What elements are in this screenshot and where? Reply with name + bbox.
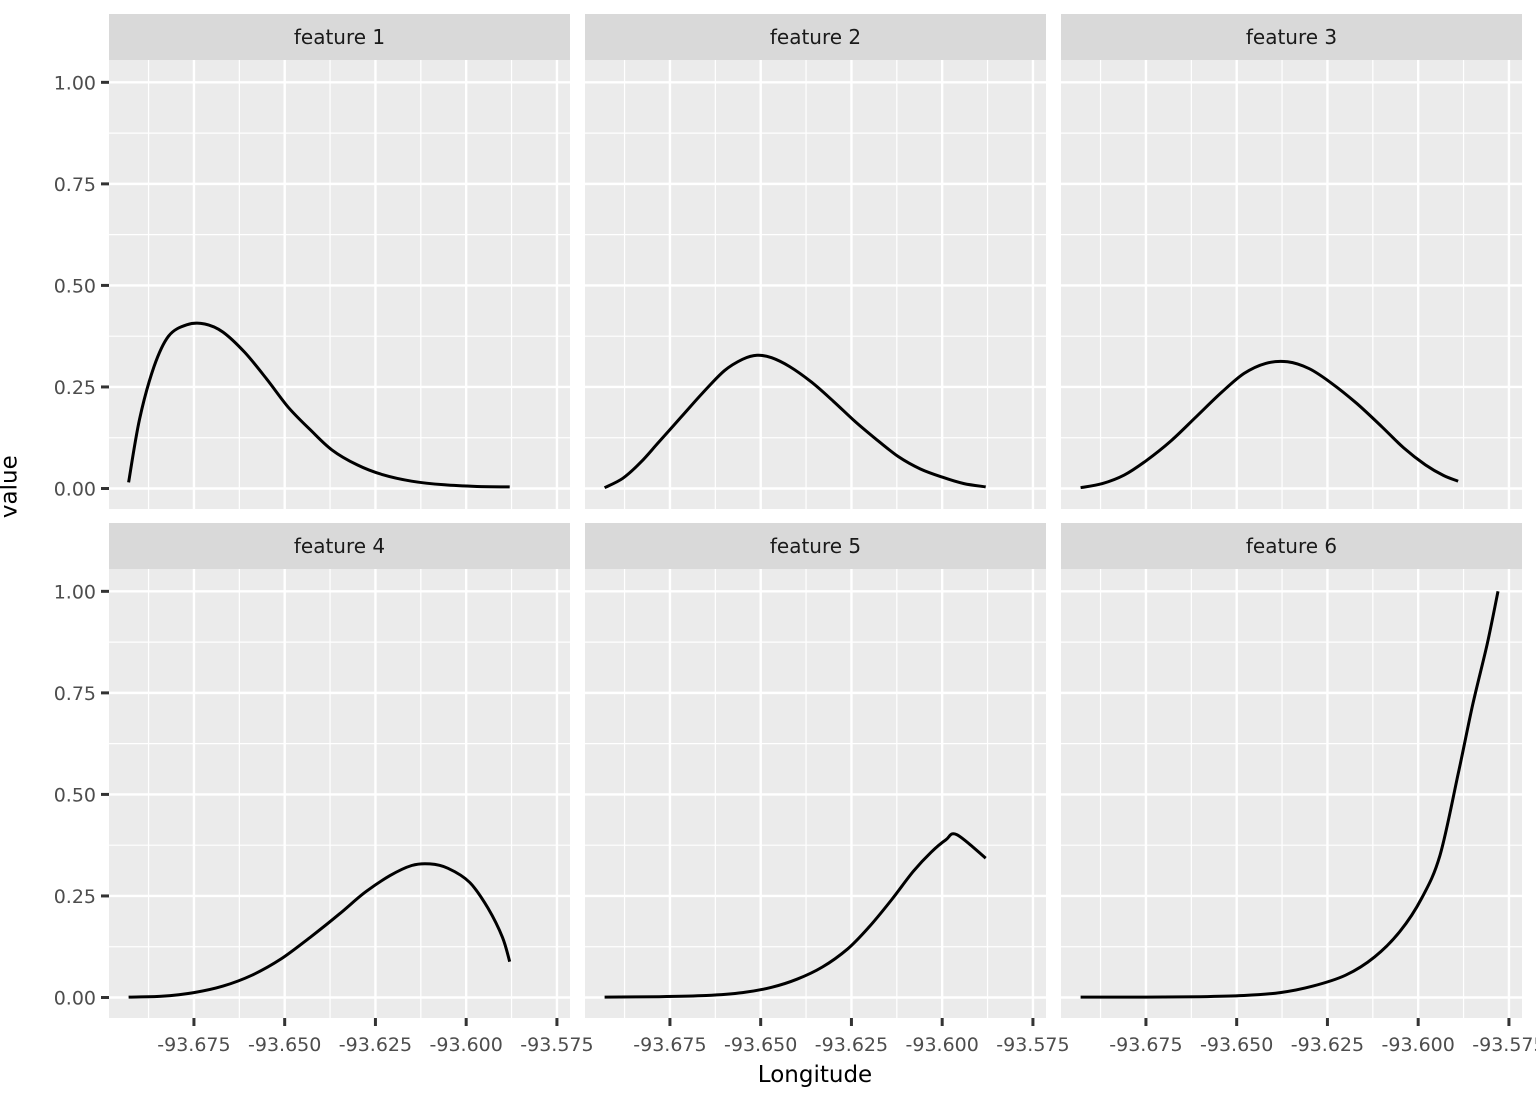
x-tick-label: -93.675 [157, 1034, 230, 1056]
facet-strip [109, 14, 570, 60]
facet-strip [1061, 523, 1522, 569]
x-tick-label: -93.600 [430, 1034, 503, 1056]
x-tick-label: -93.650 [1200, 1034, 1273, 1056]
x-tick-label: -93.650 [724, 1034, 797, 1056]
x-tick-label: -93.625 [1291, 1034, 1364, 1056]
x-tick-label: -93.675 [633, 1034, 706, 1056]
y-tick-label: 0.75 [54, 683, 96, 705]
facet-strip-label: feature 3 [1246, 25, 1337, 49]
density-curve [603, 353, 986, 490]
facet-strip [1061, 14, 1522, 60]
y-axis-title: value [0, 455, 23, 519]
y-axis-title-text: value [0, 455, 23, 519]
facet-strip-label: feature 5 [770, 534, 861, 558]
x-axis-title: Longitude [0, 1064, 1536, 1087]
x-axis-title-text: Longitude [757, 1062, 873, 1088]
facet-strip-label: feature 6 [1246, 534, 1337, 558]
density-curve [604, 832, 987, 999]
x-tick-label: -93.625 [815, 1034, 888, 1056]
density-curve [127, 321, 510, 489]
y-tick-label: 0.75 [54, 174, 96, 196]
x-tick-label: -93.600 [1382, 1034, 1455, 1056]
x-tick-label: -93.650 [248, 1034, 321, 1056]
x-tick-label: -93.575 [520, 1034, 593, 1056]
x-tick-label: -93.675 [1109, 1034, 1182, 1056]
facet-strip [585, 523, 1046, 569]
y-tick-label: 1.00 [54, 72, 96, 94]
y-tick-label: 0.50 [54, 784, 96, 806]
density-curve [1080, 590, 1500, 999]
facet-strip [585, 14, 1046, 60]
facet-strip-label: feature 2 [770, 25, 861, 49]
y-tick-label: 1.00 [54, 581, 96, 603]
facet-strip-label: feature 4 [294, 534, 385, 558]
x-tick-label: -93.625 [339, 1034, 412, 1056]
density-curve [1080, 359, 1459, 490]
facet-strip-label: feature 1 [294, 25, 385, 49]
x-tick-label: -93.575 [996, 1034, 1069, 1056]
density-curve [128, 862, 512, 999]
y-tick-label: 0.00 [54, 987, 96, 1009]
y-tick-label: 0.00 [54, 478, 96, 500]
x-tick-label: -93.575 [1472, 1034, 1536, 1056]
y-tick-label: 0.50 [54, 275, 96, 297]
y-tick-label: 0.25 [54, 377, 96, 399]
facet-strip [109, 523, 570, 569]
x-tick-label: -93.600 [906, 1034, 979, 1056]
y-tick-label: 0.25 [54, 886, 96, 908]
